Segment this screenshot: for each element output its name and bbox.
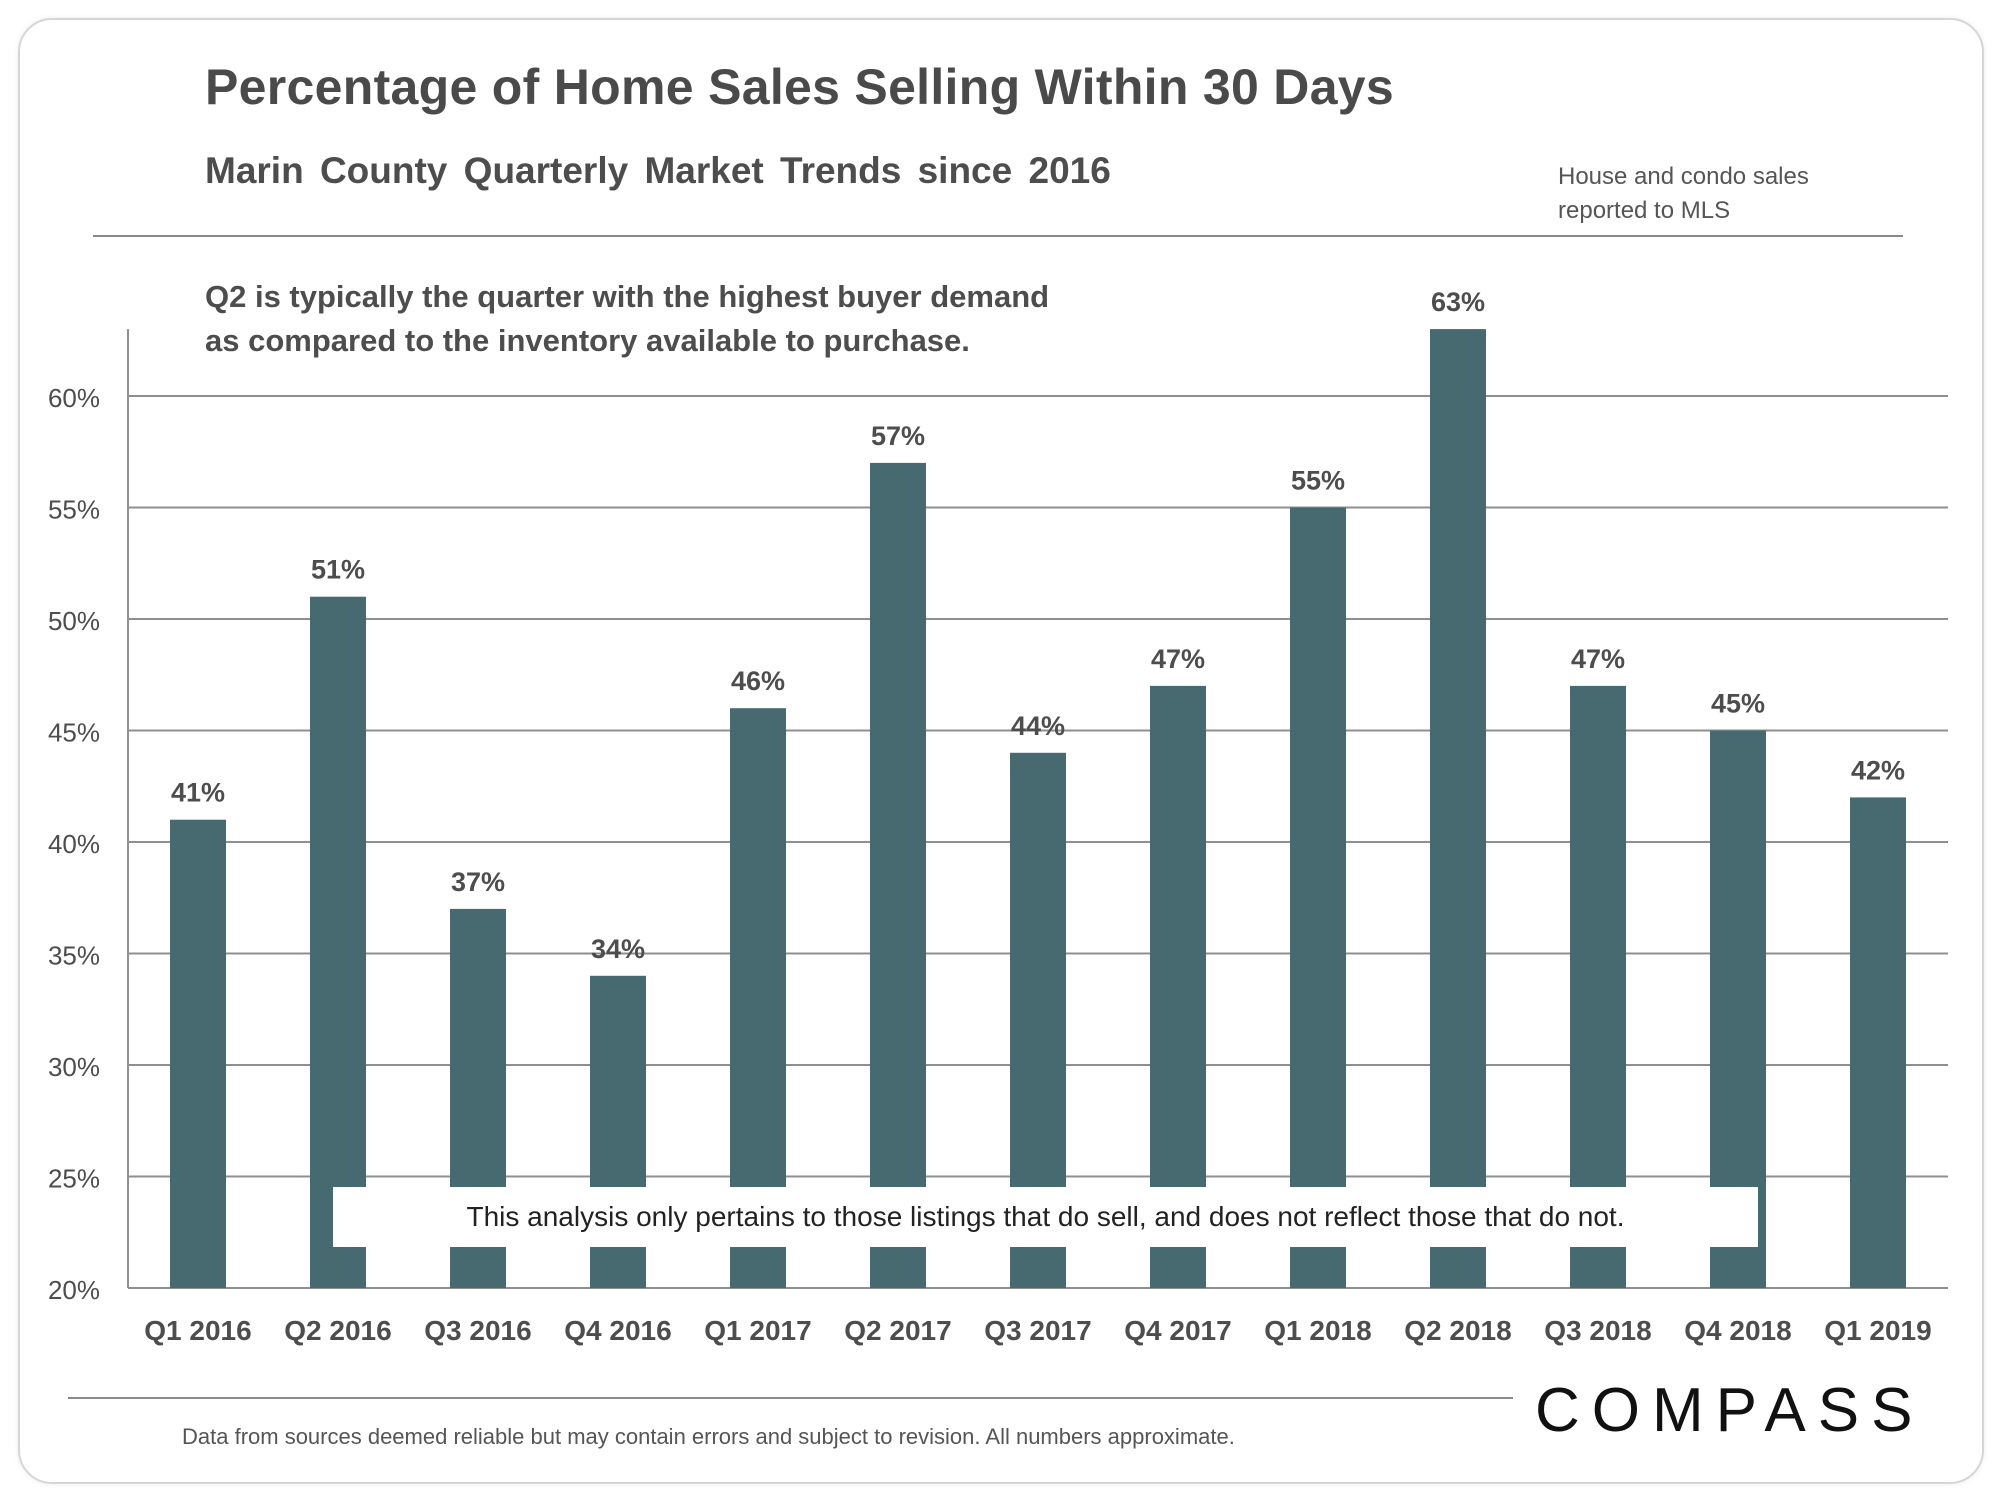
x-tick-label: Q2 2018 <box>1404 1315 1511 1346</box>
bar-value-label: 57% <box>871 421 925 451</box>
compass-logo: COMPASS <box>1535 1376 1925 1445</box>
chart-title: Percentage of Home Sales Selling Within … <box>205 59 1395 115</box>
x-tick-label: Q4 2017 <box>1124 1315 1231 1346</box>
y-tick-label: 30% <box>48 1052 100 1082</box>
bar-value-label: 63% <box>1431 287 1485 317</box>
y-tick-label: 20% <box>48 1275 100 1305</box>
bar <box>1290 507 1346 1288</box>
bar <box>1430 329 1486 1289</box>
y-tick-label: 50% <box>48 606 100 636</box>
bar <box>310 596 366 1288</box>
x-tick-label: Q1 2018 <box>1264 1315 1371 1346</box>
x-tick-label: Q4 2016 <box>564 1315 671 1346</box>
x-tick-label: Q1 2016 <box>144 1315 251 1346</box>
header-divider <box>93 235 1903 237</box>
bar-value-label: 37% <box>451 867 505 897</box>
bars <box>170 329 1906 1289</box>
bar-value-label: 47% <box>1571 644 1625 674</box>
bar-value-label: 41% <box>171 778 225 808</box>
bar-value-label: 55% <box>1291 466 1345 496</box>
bar-value-label: 44% <box>1011 711 1065 741</box>
y-tick-label: 55% <box>48 495 100 525</box>
x-tick-label: Q2 2017 <box>844 1315 951 1346</box>
bar-value-label: 46% <box>731 666 785 696</box>
annotation-text: Q2 is typically the quarter with the hig… <box>205 275 1205 363</box>
x-tick-label: Q4 2018 <box>1684 1315 1791 1346</box>
value-labels: 41% 51% 37% 34% 46% 57% 44% 47% 55% 63% 47% 45% 42% <box>171 287 1905 964</box>
bar-value-label: 34% <box>591 934 645 964</box>
x-axis-labels: Q1 2016 Q2 2016 Q3 2016 Q4 2016 Q1 2017 Q2 20… <box>144 1315 1931 1346</box>
x-tick-label: Q2 2016 <box>284 1315 391 1346</box>
y-tick-label: 60% <box>48 383 100 413</box>
bar <box>870 462 926 1288</box>
disclaimer-text: This analysis only pertains to those lis… <box>466 1201 1625 1232</box>
source-note: House and condo sales reported to MLS <box>1558 163 1809 224</box>
disclaimer-box: This analysis only pertains to those lis… <box>333 1187 1758 1247</box>
chart-subtitle: Marin County Quarterly Market Trends sin… <box>205 150 1111 191</box>
bar <box>1850 797 1906 1288</box>
bar-value-label: 45% <box>1711 689 1765 719</box>
x-tick-label: Q3 2016 <box>424 1315 531 1346</box>
bar-value-label: 47% <box>1151 644 1205 674</box>
footer-divider <box>68 1397 1513 1399</box>
bar-value-label: 42% <box>1851 755 1905 785</box>
bar <box>170 819 226 1288</box>
x-tick-label: Q1 2017 <box>704 1315 811 1346</box>
x-tick-label: Q1 2019 <box>1824 1315 1931 1346</box>
x-tick-label: Q3 2018 <box>1544 1315 1651 1346</box>
annotation-line-2: as compared to the inventory available t… <box>205 323 970 358</box>
y-tick-label: 25% <box>48 1164 100 1194</box>
footer-note: Data from sources deemed reliable but ma… <box>182 1424 1235 1449</box>
y-tick-label: 40% <box>48 829 100 859</box>
annotation-line-1: Q2 is typically the quarter with the hig… <box>205 279 1050 314</box>
y-axis-labels: 20% 25% 30% 35% 40% 45% 50% 55% 60% <box>48 383 100 1305</box>
bar-value-label: 51% <box>311 555 365 585</box>
x-tick-label: Q3 2017 <box>984 1315 1091 1346</box>
y-tick-label: 45% <box>48 718 100 748</box>
y-tick-label: 35% <box>48 941 100 971</box>
